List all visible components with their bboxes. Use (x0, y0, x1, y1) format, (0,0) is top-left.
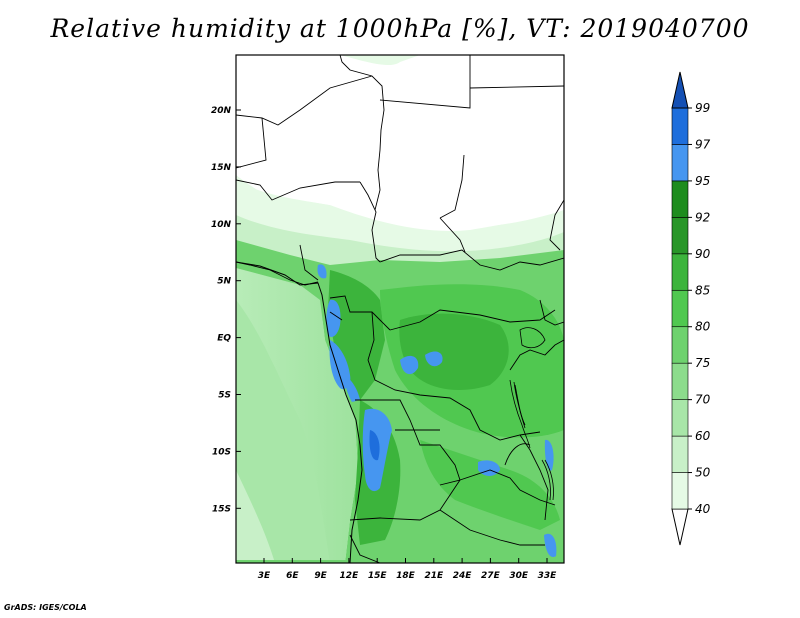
lon-label: 33E (538, 571, 558, 581)
colorbar-box (671, 144, 689, 182)
coastline (236, 261, 363, 563)
colorbar-box (671, 326, 689, 364)
lon-label: 24E (453, 571, 473, 581)
lon-label: 18E (396, 571, 416, 581)
colorbar-label: 92 (695, 210, 710, 224)
colorbar-box (671, 107, 689, 145)
lat-label: 15N (211, 163, 232, 173)
lat-label: 10S (212, 447, 231, 457)
colorbar-label: 99 (695, 101, 710, 115)
colorbar-box (671, 217, 689, 255)
lon-label: 27E (481, 571, 501, 581)
lon-label: 12E (340, 571, 360, 581)
colorbar-box (671, 289, 689, 328)
lon-label: 9E (314, 571, 327, 581)
colorbar-label: 90 (695, 247, 711, 261)
lat-label: 5S (218, 391, 231, 401)
lon-label: 3E (258, 571, 271, 581)
colorbar-box (671, 472, 689, 510)
colorbar-label: 80 (695, 320, 711, 334)
colorbar-low-triangle (671, 508, 689, 546)
lat-label: EQ (217, 334, 231, 344)
lakes (509, 327, 554, 501)
colorbar-high-triangle (671, 71, 689, 109)
lon-label: 15E (368, 571, 388, 581)
lat-label: 5N (217, 277, 231, 287)
colorbar-box (671, 399, 689, 437)
colorbar-label: 40 (695, 502, 711, 516)
colorbar-box (671, 362, 689, 400)
lon-label: 30E (509, 571, 529, 581)
colorbar-label: 50 (695, 466, 711, 480)
map-title: Relative humidity at 1000hPa [%], VT: 20… (50, 14, 750, 43)
lon-label: 21E (424, 571, 444, 581)
credit-text: GrADS: IGES/COLA (4, 603, 87, 612)
colorbar-label: 97 (695, 137, 711, 151)
colorbar: 40 50 60 70 75 80 85 90 92 95 97 99 (671, 71, 711, 546)
colorbar-label: 60 (695, 429, 711, 443)
colorbar-box (671, 435, 689, 473)
lon-label: 6E (286, 571, 299, 581)
colorbar-box (671, 180, 689, 218)
lat-label: 10N (211, 220, 232, 230)
colorbar-box (671, 253, 689, 291)
colorbar-label: 75 (695, 356, 710, 370)
colorbar-label: 95 (695, 174, 710, 188)
longitude-axis: 3E 6E 9E 12E 15E 18E 21E 24E 27E 30E 33E (258, 558, 557, 581)
colorbar-label: 70 (695, 393, 711, 407)
colorbar-label: 85 (695, 283, 710, 297)
country-borders (236, 55, 564, 563)
humidity-field (236, 55, 564, 563)
latitude-axis: 20N 15N 10N 5N EQ 5S 10S 15S (211, 106, 241, 514)
lat-label: 20N (211, 106, 232, 116)
lat-label: 15S (212, 504, 231, 514)
